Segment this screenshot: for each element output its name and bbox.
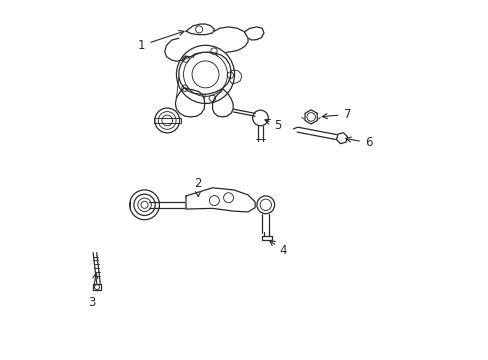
- Text: 1: 1: [138, 31, 183, 52]
- Polygon shape: [185, 24, 214, 35]
- Text: 4: 4: [269, 240, 286, 257]
- Polygon shape: [185, 188, 255, 212]
- Polygon shape: [93, 284, 101, 290]
- Text: 6: 6: [345, 136, 371, 149]
- Text: 7: 7: [322, 108, 350, 121]
- Text: 5: 5: [264, 118, 281, 131]
- Text: 2: 2: [194, 177, 201, 197]
- Polygon shape: [305, 110, 317, 124]
- Polygon shape: [261, 236, 272, 240]
- Text: 3: 3: [87, 273, 98, 309]
- Polygon shape: [336, 133, 347, 144]
- Polygon shape: [244, 27, 264, 40]
